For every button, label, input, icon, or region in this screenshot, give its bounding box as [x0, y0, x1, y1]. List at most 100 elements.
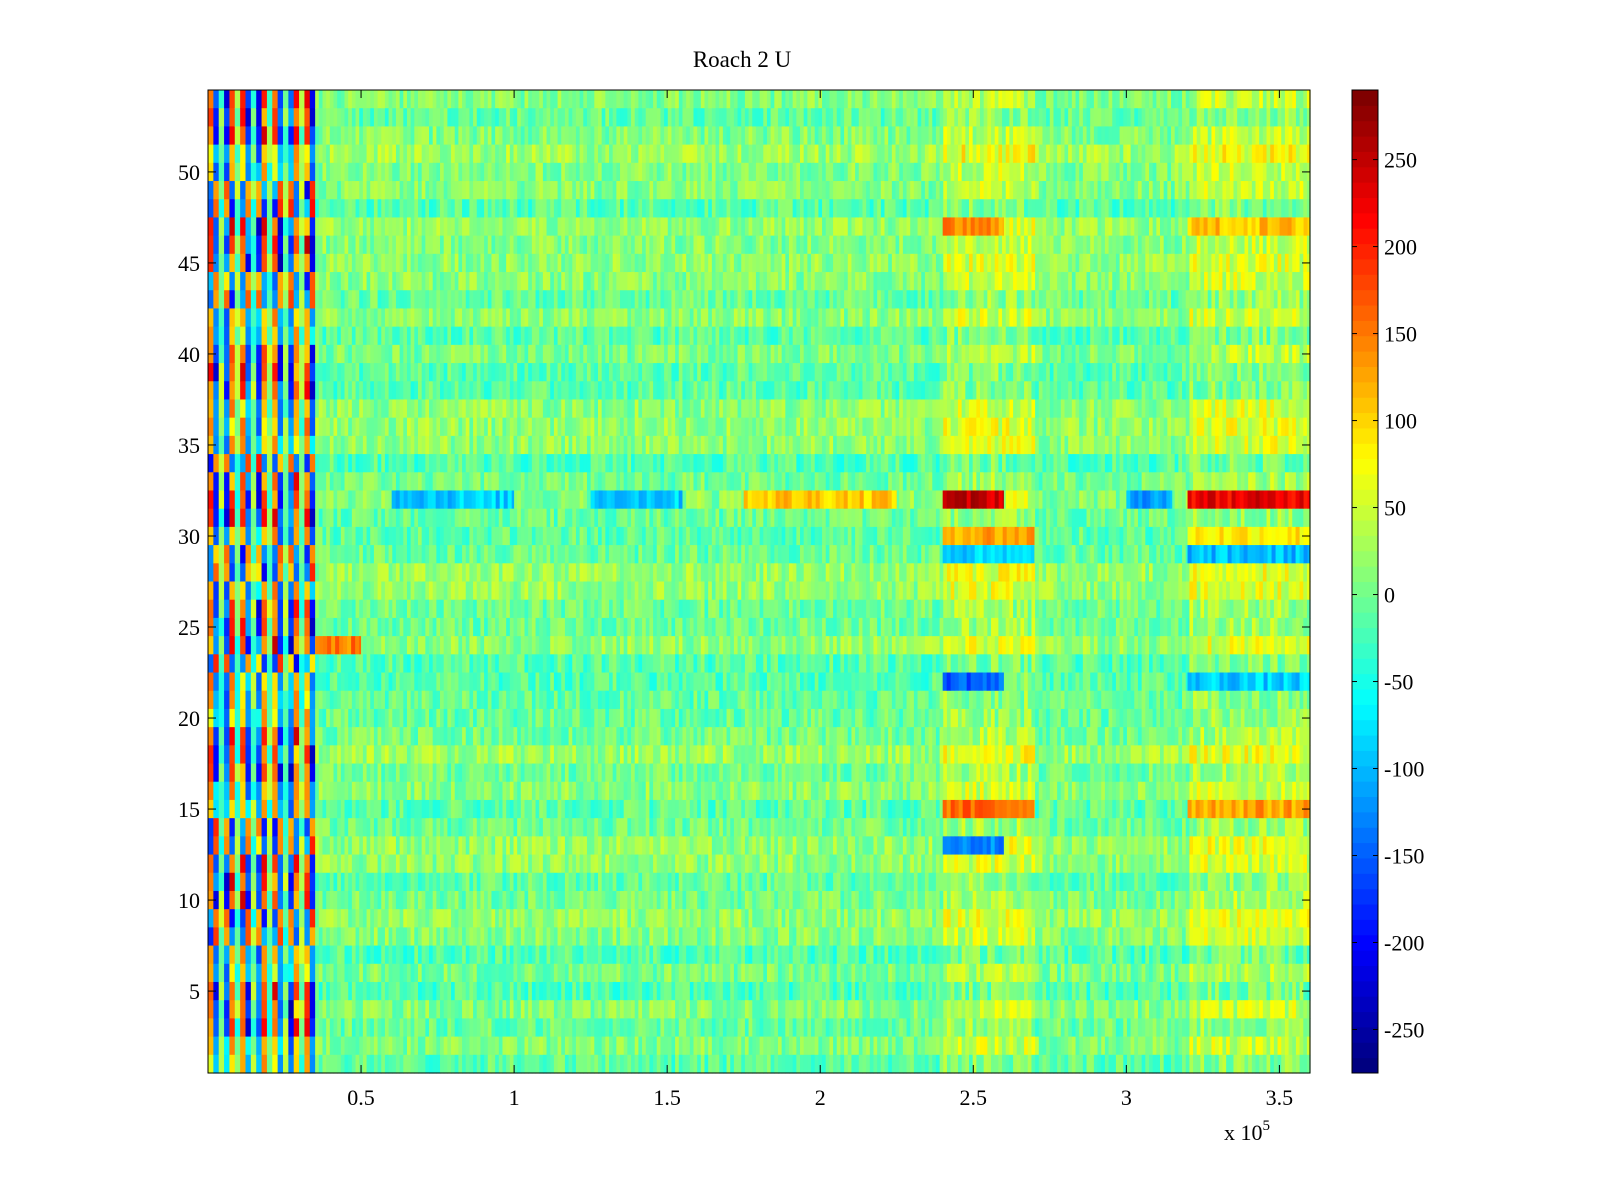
heatmap-cell: [256, 563, 263, 583]
heatmap-cell: [473, 1018, 478, 1038]
heatmap-cell: [524, 745, 529, 765]
heatmap-cell: [539, 199, 544, 219]
heatmap-cell: [283, 799, 289, 819]
heatmap-cell: [218, 763, 225, 783]
heatmap-cell: [579, 308, 584, 328]
heatmap-cell: [517, 199, 522, 219]
heatmap-cell: [348, 727, 353, 746]
heatmap-cell: [502, 1000, 507, 1019]
heatmap-cell: [406, 308, 412, 328]
heatmap-cell: [283, 581, 289, 601]
heatmap-cell: [465, 1000, 471, 1019]
heatmap-cell: [250, 654, 257, 674]
heatmap-cell: [454, 818, 459, 837]
heatmap-cell: [322, 909, 327, 928]
heatmap-cell: [234, 854, 241, 874]
heatmap-cell: [513, 454, 518, 473]
heatmap-cell: [443, 108, 448, 127]
heatmap-cell: [333, 399, 338, 419]
heatmap-cell: [218, 799, 225, 819]
heatmap-cell: [410, 308, 415, 328]
heatmap-cell: [351, 417, 357, 437]
heatmap-cell: [410, 927, 415, 947]
heatmap-cell: [454, 763, 459, 783]
heatmap-cell: [359, 617, 364, 637]
heatmap-cell: [465, 654, 471, 674]
heatmap-cell: [250, 399, 257, 419]
heatmap-cell: [553, 727, 559, 746]
heatmap-cell: [506, 381, 511, 401]
heatmap-cell: [355, 745, 360, 765]
heatmap-cell: [266, 890, 273, 910]
heatmap-cell: [322, 472, 327, 492]
heatmap-cell: [451, 545, 456, 564]
heatmap-cell: [458, 1018, 463, 1038]
heatmap-cell: [355, 217, 360, 237]
heatmap-cell: [250, 563, 257, 583]
heatmap-cell: [318, 672, 324, 692]
heatmap-cell: [277, 909, 284, 928]
heatmap-cell: [410, 1000, 415, 1019]
heatmap-cell: [535, 981, 540, 1001]
heatmap-cell: [229, 872, 236, 892]
heatmap-cell: [384, 144, 390, 164]
heatmap-cell: [256, 90, 263, 109]
heatmap-cell: [513, 963, 518, 983]
heatmap-cell: [553, 1018, 559, 1038]
heatmap-cell: [266, 636, 273, 655]
heatmap-cell: [355, 272, 360, 291]
heatmap-cell: [440, 508, 445, 528]
heatmap-cell: [381, 162, 386, 182]
heatmap-cell: [458, 745, 463, 765]
heatmap-cell: [388, 563, 393, 583]
heatmap-cell: [476, 144, 482, 164]
heatmap-cell: [509, 818, 515, 837]
heatmap-cell: [355, 617, 360, 637]
heatmap-cell: [531, 690, 537, 710]
heatmap-cell: [256, 381, 263, 401]
heatmap-cell: [366, 945, 371, 965]
heatmap-cell: [377, 799, 382, 819]
heatmap-cell: [542, 818, 548, 837]
heatmap-cell: [491, 308, 496, 328]
heatmap-cell: [414, 217, 419, 237]
heatmap-cell: [224, 381, 231, 401]
heatmap-cell: [366, 217, 371, 237]
heatmap-cell: [421, 854, 426, 874]
heatmap-cell: [513, 945, 518, 965]
heatmap-cell: [524, 272, 529, 291]
heatmap-cell: [550, 617, 555, 637]
heatmap-cell: [340, 781, 346, 801]
heatmap-cell: [322, 344, 327, 364]
heatmap-cell: [528, 545, 533, 564]
heatmap-cell: [362, 253, 368, 273]
heatmap-cell: [208, 781, 214, 801]
heatmap-cell: [304, 745, 311, 765]
heatmap-cell: [425, 108, 430, 127]
heatmap-cell: [498, 545, 504, 564]
heatmap-cell: [546, 617, 551, 637]
heatmap-cell: [546, 672, 551, 692]
heatmap-cell: [326, 253, 331, 273]
heatmap-cell: [272, 344, 279, 364]
heatmap-cell: [399, 581, 404, 601]
heatmap-cell: [370, 781, 375, 801]
heatmap-cell: [370, 162, 375, 182]
heatmap-cell: [550, 545, 555, 564]
heatmap-cell: [531, 1000, 537, 1019]
heatmap-cell: [561, 90, 566, 109]
heatmap-cell: [348, 126, 353, 146]
heatmap-cell: [454, 199, 459, 219]
heatmap-cell: [502, 126, 507, 146]
heatmap-cell: [487, 599, 493, 619]
heatmap-cell: [234, 199, 241, 219]
heatmap-cell: [421, 199, 426, 219]
heatmap-cell: [318, 708, 324, 728]
heatmap-cell: [546, 235, 551, 255]
heatmap-cell: [447, 235, 452, 255]
heatmap-cell: [539, 836, 544, 856]
heatmap-cell: [579, 417, 584, 437]
heatmap-cell: [240, 636, 247, 655]
heatmap-cell: [550, 1000, 555, 1019]
heatmap-cell: [224, 199, 231, 219]
